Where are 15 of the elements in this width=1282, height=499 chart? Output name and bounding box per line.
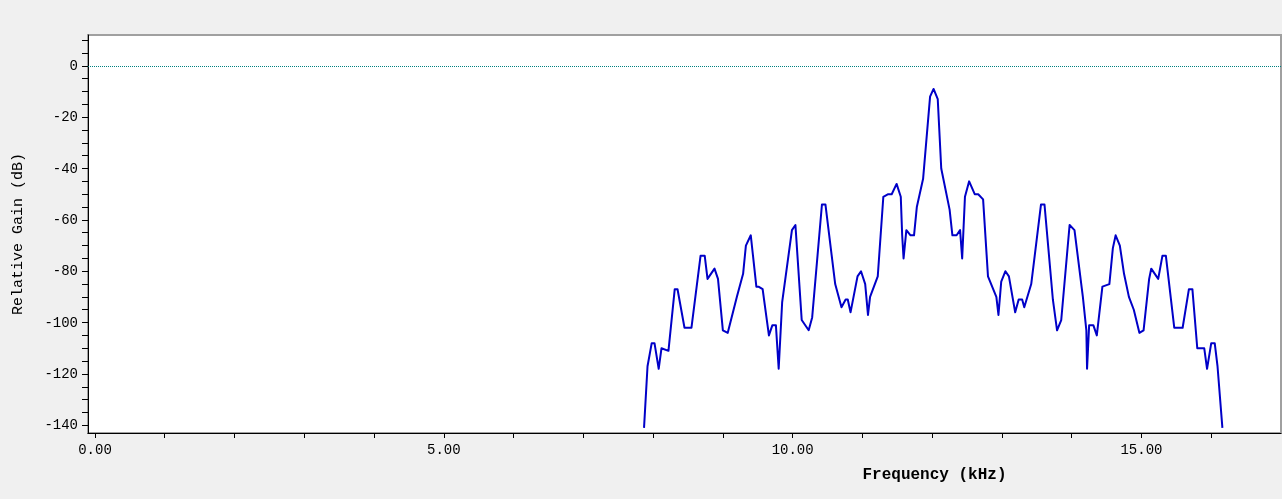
y-tick-label: -20 (52, 109, 78, 126)
y-tick-label: -140 (44, 417, 78, 434)
x-axis-title: Frequency (kHz) (862, 466, 1007, 484)
y-tick-label: -60 (52, 211, 78, 228)
x-tick-label: 5.00 (427, 442, 461, 458)
y-tick-label: -80 (52, 263, 78, 280)
y-tick-label: 0 (69, 57, 78, 74)
line-series (643, 87, 1224, 429)
y-axis-title: Relative Gain (dB) (10, 152, 27, 316)
x-tick-label: 10.00 (771, 442, 814, 458)
y-tick-label: -120 (44, 365, 78, 382)
x-tick-label: 0.00 (78, 442, 112, 458)
x-tick-label: 15.00 (1120, 442, 1163, 458)
y-tick-label: -100 (44, 314, 78, 331)
y-tick-label: -40 (52, 160, 78, 177)
